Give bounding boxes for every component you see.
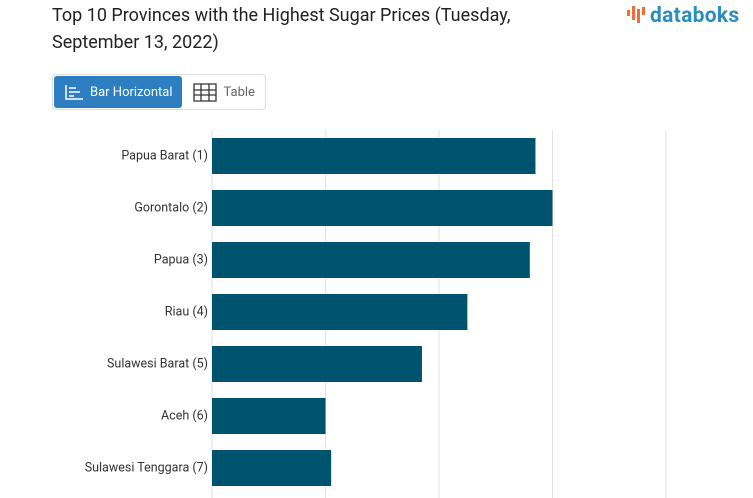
bar (212, 138, 536, 174)
logo[interactable]: databoks (626, 4, 739, 28)
logo-icon (627, 6, 645, 23)
table-icon (193, 83, 218, 102)
tab-bar[interactable]: Bar Horizontal (54, 76, 183, 108)
tab-label: Table (223, 84, 255, 100)
bar (212, 398, 326, 434)
tab-table[interactable]: Table (183, 75, 264, 109)
bar (212, 294, 468, 330)
bar (212, 346, 422, 382)
y-tick-label: Papua (3) (154, 252, 208, 267)
y-tick-label: Sulawesi Tenggara (7) (85, 460, 208, 475)
bar (212, 450, 332, 486)
view-tabs: Bar Horizontal Table (52, 74, 266, 110)
y-tick-label: Aceh (6) (161, 408, 208, 423)
y-tick-label: Gorontalo (2) (134, 200, 208, 215)
tab-label: Bar Horizontal (90, 84, 173, 100)
bar (212, 242, 530, 278)
y-tick-label: Riau (4) (165, 304, 208, 319)
logo-text: databoks (650, 4, 740, 28)
bar-icon (65, 85, 83, 100)
chart-title: Top 10 Provinces with the Highest Sugar … (52, 5, 511, 53)
y-tick-label: Sulawesi Barat (5) (107, 356, 208, 371)
bar (212, 190, 553, 226)
y-tick-label: Papua Barat (1) (121, 148, 208, 163)
